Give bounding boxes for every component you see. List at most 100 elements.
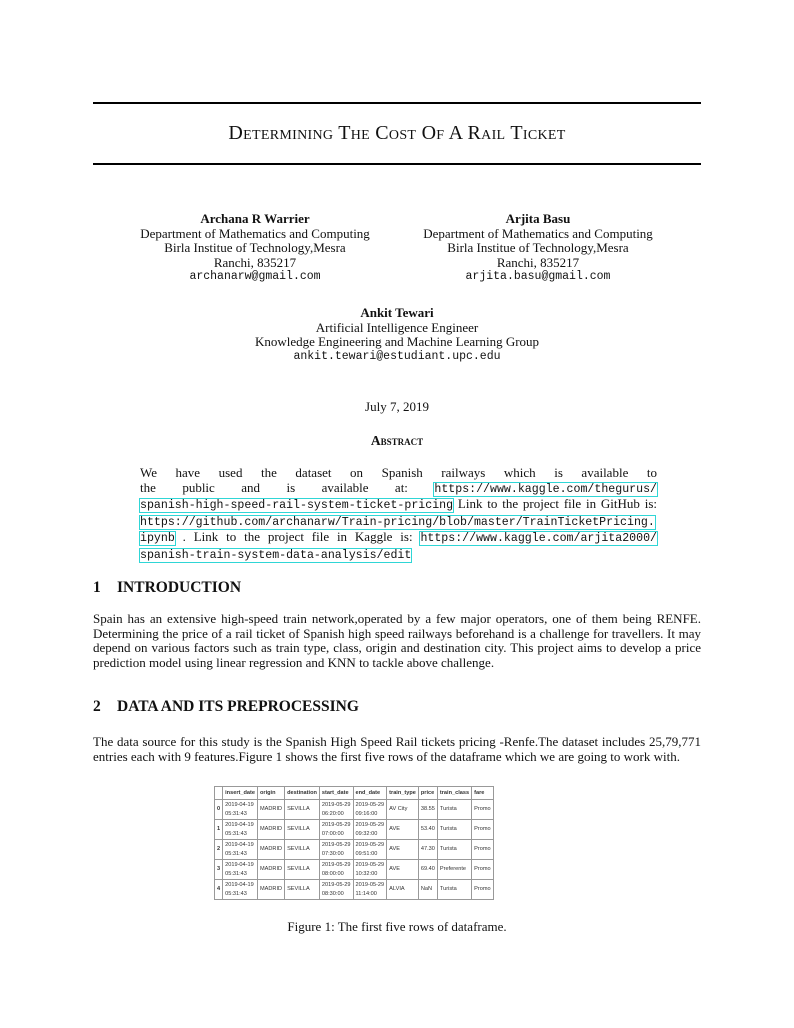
dataset-link[interactable]: spanish-high-speed-rail-system-ticket-pr… — [138, 498, 455, 514]
author-affiliation: Department of Mathematics and Computing — [423, 225, 653, 241]
section-number: 1 — [93, 579, 101, 596]
table-cell: 69.40 — [417, 859, 438, 880]
paper-title: Determining The Cost Of A Rail Ticket — [228, 122, 566, 144]
table-cell: 2019-04-19 05:31:43 — [222, 839, 258, 860]
table-cell: 2019-05-29 11:14:00 — [352, 879, 388, 900]
author-affiliation: Birla Institue of Technology,Mesra — [164, 240, 346, 255]
section-number: 2 — [93, 698, 101, 715]
table-cell: Turista — [436, 799, 473, 820]
table-cell: Turista — [436, 819, 473, 840]
author-affiliation: Ranchi, 835217 — [213, 254, 297, 270]
abstract-text: Link to the project file in GitHub is: — [453, 496, 657, 512]
table-cell: SEVILLA — [284, 799, 320, 820]
table-cell: 2019-05-29 09:16:00 — [352, 799, 388, 820]
table-cell: Preferente — [436, 859, 473, 880]
table-row: 1 2019-04-19 05:31:43 MADRID SEVILLA 2019-05… — [213, 819, 494, 840]
table-cell: 0 — [213, 799, 224, 820]
abstract-line: spanish-high-speed-rail-system-ticket-pr… — [138, 496, 657, 514]
column-header: destination — [284, 786, 320, 800]
table-cell: Promo — [471, 819, 494, 840]
author-affiliation: Knowledge Engineering and Machine Learni… — [254, 334, 540, 349]
column-header: start_date — [318, 786, 354, 800]
table-cell: MADRID — [256, 859, 286, 880]
table-row: 4 2019-04-19 05:31:43 MADRID SEVILLA 2019-05… — [213, 879, 494, 900]
kaggle-link[interactable]: spanish-train-system-data-analysis/edit — [138, 547, 413, 563]
abstract-line: We have used the dataset on Spanish rail… — [140, 465, 657, 480]
table-cell: 2 — [213, 839, 224, 860]
github-link[interactable]: ipynb — [139, 531, 176, 547]
column-header: insert_date — [222, 786, 258, 800]
table-cell: 2019-05-29 08:00:00 — [318, 859, 354, 880]
table-cell: SEVILLA — [284, 859, 320, 880]
table-cell: Turista — [436, 839, 473, 860]
table-cell: 47.30 — [417, 839, 438, 860]
author-block: Archana R Warrier Department of Mathemat… — [125, 211, 385, 285]
table-header-row: insert_date origin destination start_date en… — [213, 786, 494, 800]
section-title: INTRODUCTION — [117, 579, 242, 596]
abstract-line: https://github.com/archanarw/Train-prici… — [139, 514, 657, 531]
table-row: 3 2019-04-19 05:31:43 MADRID SEVILLA 2019-05… — [213, 859, 494, 880]
section-heading: 1 INTRODUCTION — [93, 579, 241, 597]
table-cell: Promo — [471, 839, 494, 860]
abstract-line: spanish-train-system-data-analysis/edit — [138, 547, 657, 564]
column-header: origin — [256, 786, 286, 800]
title-rule-bottom — [93, 163, 701, 165]
table-cell: AV City — [386, 799, 419, 820]
column-header: train_class — [436, 786, 473, 800]
section-title: DATA AND ITS PREPROCESSING — [117, 698, 359, 715]
table-cell: 53.40 — [417, 819, 438, 840]
author-email[interactable]: archanarw@gmail.com — [189, 270, 321, 283]
table-cell: 4 — [213, 879, 224, 900]
abstract-body: We have used the dataset on Spanish rail… — [138, 465, 658, 564]
column-header: price — [417, 786, 438, 800]
table-cell: 2019-05-29 06:20:00 — [318, 799, 354, 820]
author-name: Arjita Basu — [505, 211, 571, 226]
author-name: Archana R Warrier — [200, 211, 310, 226]
table-row: 0 2019-04-19 05:31:43 MADRID SEVILLA 2019-05… — [213, 799, 494, 820]
table-cell: SEVILLA — [284, 879, 320, 900]
column-header: train_type — [386, 786, 419, 800]
author-email[interactable]: ankit.tewari@estudiant.upc.edu — [293, 349, 501, 363]
abstract-heading: Abstract — [370, 433, 424, 448]
author-affiliation: Birla Institue of Technology,Mesra — [447, 240, 629, 255]
table-cell: Promo — [471, 859, 494, 880]
table-cell: 2019-04-19 05:31:43 — [222, 799, 258, 820]
table-cell: MADRID — [256, 799, 286, 820]
table-cell: 3 — [213, 859, 224, 880]
table-row: 2 2019-04-19 05:31:43 MADRID SEVILLA 2019-05… — [213, 839, 494, 860]
table-cell: Promo — [471, 799, 494, 820]
table-cell: 2019-05-29 09:32:00 — [352, 819, 388, 840]
table-cell: MADRID — [256, 879, 286, 900]
table-cell: MADRID — [256, 839, 286, 860]
section-paragraph: The data source for this study is the Sp… — [93, 734, 701, 764]
author-affiliation: Department of Mathematics and Computing — [140, 225, 370, 241]
table-cell: MADRID — [256, 819, 286, 840]
table-cell: AVE — [386, 839, 419, 860]
dataframe-table: insert_date origin destination start_date en… — [213, 786, 494, 900]
table-cell: SEVILLA — [284, 839, 320, 860]
author-block: Ankit Tewari Artificial Intelligence Eng… — [197, 305, 597, 364]
table-cell: 2019-05-29 07:30:00 — [318, 839, 354, 860]
table-cell: 38.55 — [417, 799, 438, 820]
section-paragraph: Spain has an extensive high-speed train … — [93, 611, 701, 670]
column-header — [213, 786, 224, 800]
dataset-link[interactable]: https://www.kaggle.com/thegurus/ — [433, 481, 658, 497]
table-cell: SEVILLA — [284, 819, 320, 840]
table-cell: ALVIA — [386, 879, 419, 900]
table-cell: Turista — [436, 879, 473, 900]
github-link[interactable]: https://github.com/archanarw/Train-prici… — [139, 514, 656, 530]
author-name: Ankit Tewari — [360, 305, 434, 320]
table-cell: AVE — [386, 819, 419, 840]
table-cell: 2019-05-29 08:30:00 — [318, 879, 354, 900]
kaggle-link[interactable]: https://www.kaggle.com/arjita2000/ — [419, 531, 658, 547]
table-cell: 2019-05-29 10:32:00 — [352, 859, 388, 880]
author-email[interactable]: arjita.basu@gmail.com — [465, 270, 611, 283]
author-affiliation: Ranchi, 835217 — [496, 254, 580, 270]
abstract-text: . Link to the project file in Kaggle is: — [174, 529, 421, 545]
author-affiliation: Artificial Intelligence Engineer — [315, 319, 479, 335]
column-header: end_date — [352, 786, 388, 800]
table-cell: AVE — [386, 859, 419, 880]
table-cell: 2019-04-19 05:31:43 — [222, 859, 258, 880]
table-cell: 2019-04-19 05:31:43 — [222, 879, 258, 900]
figure-caption: Figure 1: The first five rows of datafra… — [287, 919, 507, 934]
